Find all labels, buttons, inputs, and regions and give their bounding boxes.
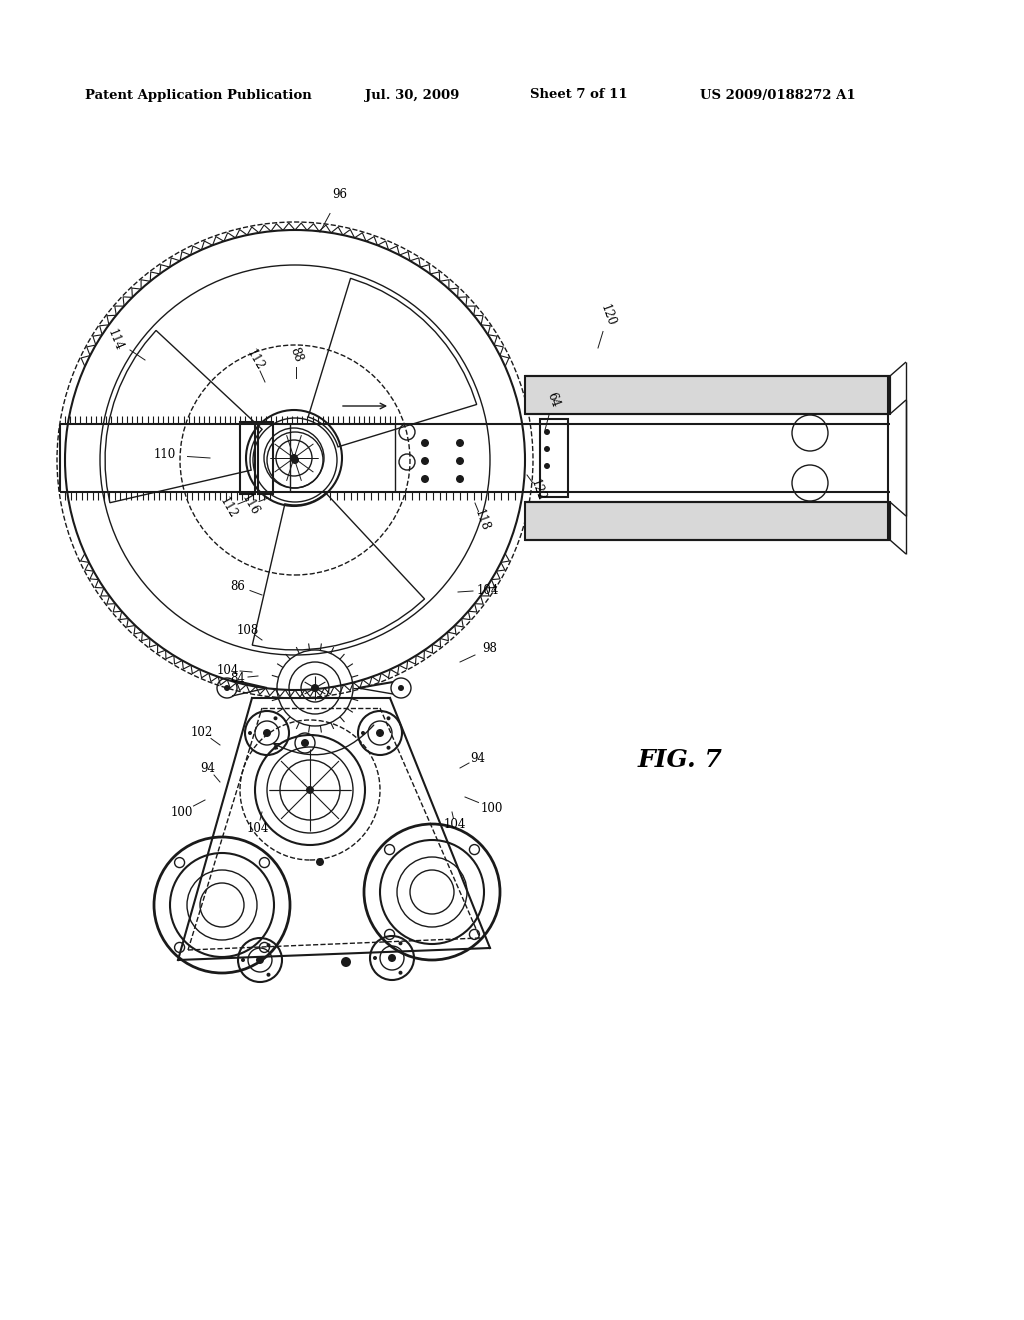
Text: Sheet 7 of 11: Sheet 7 of 11 [530,88,628,102]
Circle shape [263,729,271,737]
Circle shape [398,970,402,974]
Text: 112: 112 [217,495,240,521]
Text: 104: 104 [247,821,269,834]
Circle shape [290,454,298,462]
Text: US 2009/0188272 A1: US 2009/0188272 A1 [700,88,856,102]
Circle shape [316,858,324,866]
Text: 100: 100 [481,801,503,814]
Circle shape [376,729,384,737]
Circle shape [456,475,464,483]
Circle shape [301,739,309,747]
Text: 102: 102 [190,726,213,738]
Text: 104: 104 [443,818,466,832]
Circle shape [256,956,264,964]
Text: 110: 110 [154,449,176,462]
Circle shape [421,457,429,465]
Circle shape [273,746,278,750]
Bar [525,376,890,414]
Circle shape [373,956,377,960]
Text: 84: 84 [230,672,246,685]
Text: 118: 118 [472,507,492,532]
Circle shape [544,446,550,451]
Circle shape [398,685,404,690]
Text: Patent Application Publication: Patent Application Publication [85,88,311,102]
Text: 98: 98 [482,642,498,655]
Text: 104: 104 [477,583,499,597]
Circle shape [421,475,429,483]
Circle shape [386,746,390,750]
Circle shape [456,440,464,447]
Bar [540,418,568,498]
Text: 94: 94 [470,751,485,764]
Circle shape [266,973,270,977]
Text: 64: 64 [545,391,562,409]
Circle shape [398,941,402,945]
Bar [525,502,890,540]
Circle shape [341,957,351,968]
Text: 104: 104 [217,664,240,676]
Circle shape [291,455,299,465]
Text: FIG. 7: FIG. 7 [638,748,723,772]
Text: Jul. 30, 2009: Jul. 30, 2009 [365,88,460,102]
Text: 94: 94 [201,762,215,775]
Circle shape [386,717,390,721]
Text: 116: 116 [239,492,261,517]
Circle shape [544,429,550,436]
Bar [240,422,255,494]
Circle shape [273,717,278,721]
Text: 88: 88 [288,346,304,364]
Text: 112: 112 [244,347,266,372]
Circle shape [388,954,396,962]
Text: 114: 114 [104,327,125,352]
Circle shape [311,684,319,692]
Circle shape [306,785,314,795]
Circle shape [224,685,230,690]
Circle shape [456,457,464,465]
Bar [258,422,273,494]
Text: 86: 86 [230,579,246,593]
Circle shape [544,463,550,469]
Text: 108: 108 [237,623,259,636]
Circle shape [241,958,245,962]
Text: 100: 100 [171,805,194,818]
Circle shape [248,731,252,735]
Circle shape [421,440,429,447]
Text: 120: 120 [598,302,617,327]
Text: 122: 122 [528,478,548,503]
Circle shape [266,944,270,948]
Circle shape [361,731,365,735]
Text: 96: 96 [333,189,347,202]
